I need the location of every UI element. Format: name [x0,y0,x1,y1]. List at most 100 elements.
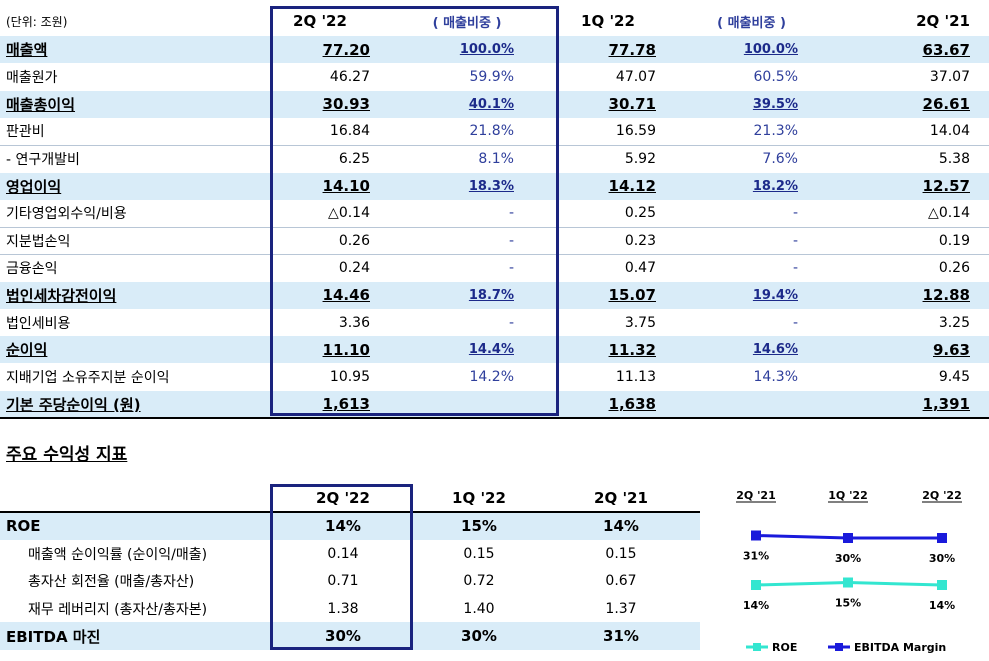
ratio-value: 0.15 [605,545,637,562]
row-value: 21.8% [469,123,514,140]
row-value: 8.1% [478,150,514,167]
table-row-gross-profit: 매출총이익 30.93 40.1% 30.71 39.5% 26.61 [0,90,989,118]
row-value: 11.10 [322,340,370,359]
row-label: 기본 주당순이익 (원) [6,395,141,414]
row-value: 16.59 [615,123,656,140]
ratio-label: 재무 레버리지 (총자산/총자본) [28,601,208,618]
chart-point [751,580,761,590]
row-divider [0,226,989,228]
chart-data-label: 30% [929,552,955,565]
row-value: 18.3% [468,178,514,194]
row-value: 100.0% [459,42,514,57]
col-header-2q21: 2Q '21 [916,12,970,30]
row-value: 9.63 [932,340,970,359]
row-value: 14.04 [929,123,970,140]
col-header-share-2q22: ( 매출비중 ) [432,15,502,31]
row-value: 14.4% [468,342,514,358]
row-value: 3.36 [338,314,370,331]
row-value: 12.57 [922,177,970,195]
ratio-row-net-margin: 매출액 순이익률 (순이익/매출) 0.14 0.15 0.15 [0,540,700,568]
row-value: 14.46 [322,286,370,305]
row-label: 기타영업외수익/비용 [6,206,127,223]
profitability-line-chart: 2Q '21 1Q '22 2Q '22 14% 15% 14% 31% 30% 30% ROE E… [736,489,962,654]
ratio-label: EBITDA 마진 [6,627,101,646]
ratio-header-row: 2Q '22 1Q '22 2Q '21 [0,484,700,512]
profitability-table: 2Q '22 1Q '22 2Q '21 ROE 14% 15% 14% 매출액 순이익… [0,484,700,661]
row-value: 10.95 [329,369,370,386]
row-value: 0.26 [338,232,370,249]
row-label: 금융손익 [6,260,58,277]
highlight-box-ratio-2q22 [270,484,413,650]
highlight-box-2q22 [270,6,559,416]
row-value: 60.5% [753,68,798,85]
legend-swatch-marker [753,643,761,651]
ratio-value: 1.40 [463,600,495,617]
row-value: 14.2% [469,369,514,386]
ratio-value: 1.38 [327,600,359,617]
ratio-value: 31% [603,627,639,645]
row-value: 39.5% [752,96,798,112]
table-row-income-tax: 법인세비용 3.36 - 3.75 - 3.25 [0,309,989,336]
chart-data-label: 15% [835,597,861,610]
col-header-1q22: 1Q '22 [581,12,635,30]
row-value: 5.38 [938,150,970,167]
row-value: - [792,205,798,222]
unit-label: (단위: 조원) [6,14,68,29]
row-value: 6.25 [338,150,370,167]
row-value: 18.2% [752,178,798,194]
row-value: 0.23 [624,232,656,249]
row-value: 19.4% [752,287,798,303]
table-row-operating-profit: 영업이익 14.10 18.3% 14.12 18.2% 12.57 [0,172,989,200]
row-value: 1,638 [608,395,656,414]
row-value: - [508,314,514,331]
row-label: 매출액 [6,41,48,59]
row-label: 지배기업 소유주지분 순이익 [6,370,170,387]
row-value: 0.19 [938,232,970,249]
row-value: 3.25 [938,314,970,331]
ratio-value: 0.67 [605,573,637,589]
table-bottom-line [0,417,989,420]
row-value: 15.07 [608,286,656,305]
legend-swatch-marker [835,643,843,651]
row-label: 영업이익 [6,177,62,196]
row-value: 7.6% [762,150,798,167]
row-value: 0.26 [938,259,970,276]
row-value: - [508,205,514,222]
row-label: 법인세차감전이익 [6,286,117,305]
table-row-controlling-net-income: 지배기업 소유주지분 순이익 10.95 14.2% 11.13 14.3% 9.45 [0,364,989,391]
table-row-revenue: 매출액 77.20 100.0% 77.78 100.0% 63.67 [0,36,989,63]
row-value: △0.14 [328,205,370,222]
col-header-share-1q22: ( 매출비중 ) [717,15,786,31]
chart-point [843,533,853,543]
row-value: 0.25 [624,205,656,222]
row-value: 0.24 [338,259,370,276]
ratio-col-2q22: 2Q '22 [316,489,370,507]
ratio-value: 1.37 [605,600,637,617]
row-value: 12.88 [922,286,970,305]
row-value: 77.78 [608,40,656,59]
row-value: 1,391 [922,395,970,414]
ratio-value: 15% [461,517,497,535]
ratio-value: 0.72 [463,573,495,589]
table-row-sga: 판관비 16.84 21.8% 16.59 21.3% 14.04 [0,118,989,145]
ratio-row-financial-leverage: 재무 레버리지 (총자산/총자본) 1.38 1.40 1.37 [0,595,700,623]
row-value: 14.3% [753,369,798,386]
ratio-value: 0.71 [327,573,359,589]
row-value: 18.7% [468,287,514,303]
row-value: 59.9% [469,68,514,85]
ratio-header-line [0,511,700,513]
row-label: - 연구개발비 [6,151,80,168]
row-value: 5.92 [624,150,656,167]
table-row-rnd: - 연구개발비 6.25 8.1% 5.92 7.6% 5.38 [0,145,989,172]
row-value: - [792,314,798,331]
chart-data-label: 30% [835,552,861,565]
row-value: 1,613 [322,395,370,414]
row-value: 47.07 [615,68,656,85]
chart-point [751,530,761,541]
chart-data-label: 31% [743,550,769,563]
row-value: 14.6% [752,342,798,358]
col-header-2q22: 2Q '22 [293,12,347,30]
chart-data-label: 14% [743,599,769,612]
table-row-pretax-income: 법인세차감전이익 14.46 18.7% 15.07 19.4% 12.88 [0,281,989,309]
table-row-equity-method: 지분법손익 0.26 - 0.23 - 0.19 [0,227,989,254]
